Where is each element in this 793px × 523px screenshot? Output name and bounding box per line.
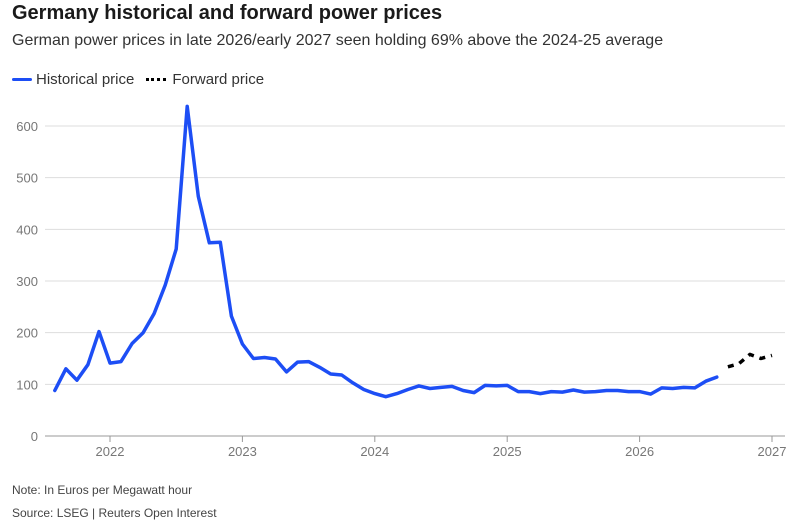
y-tick-label-0: 0 (31, 429, 38, 444)
y-tick-label-600: 600 (16, 119, 38, 134)
y-tick-label-300: 300 (16, 274, 38, 289)
series-line-forward (727, 352, 773, 369)
series-lines (53, 104, 773, 399)
chart-legend: Historical price Forward price (12, 71, 276, 88)
x-tick-label-2026: 2026 (625, 444, 654, 459)
y-tick-label-100: 100 (16, 377, 38, 392)
series-line-historical (53, 104, 719, 399)
x-tick-label-2024: 2024 (360, 444, 389, 459)
unit-note: Note: In Euros per Megawatt hour (12, 483, 193, 497)
x-tick-label-2023: 2023 (228, 444, 257, 459)
legend-swatch-forward (146, 78, 167, 81)
legend-label-forward: Forward price (172, 71, 265, 88)
legend-item-historical: Historical price (12, 71, 134, 88)
y-tick-label-400: 400 (16, 222, 38, 237)
x-tick-label-2027: 2027 (758, 444, 787, 459)
source-credit: Source: LSEG | Reuters Open Interest (12, 506, 217, 520)
legend-label-historical: Historical price (36, 71, 135, 88)
y-tick-label-500: 500 (16, 171, 38, 186)
x-tick-label-2022: 2022 (96, 444, 125, 459)
legend-swatch-historical (12, 78, 32, 81)
x-axis-ticks: 2022 2023 2024 2025 2026 2027 (96, 436, 787, 459)
y-axis-tick-labels: 0 100 200 300 400 500 600 (16, 119, 38, 444)
chart-title: Germany historical and forward power pri… (12, 2, 443, 24)
y-tick-label-200: 200 (16, 326, 38, 341)
grid-lines (45, 125, 785, 385)
chart-subtitle: German power prices in late 2026/early 2… (12, 32, 664, 49)
x-tick-label-2025: 2025 (493, 444, 522, 459)
legend-item-forward: Forward price (146, 71, 264, 88)
